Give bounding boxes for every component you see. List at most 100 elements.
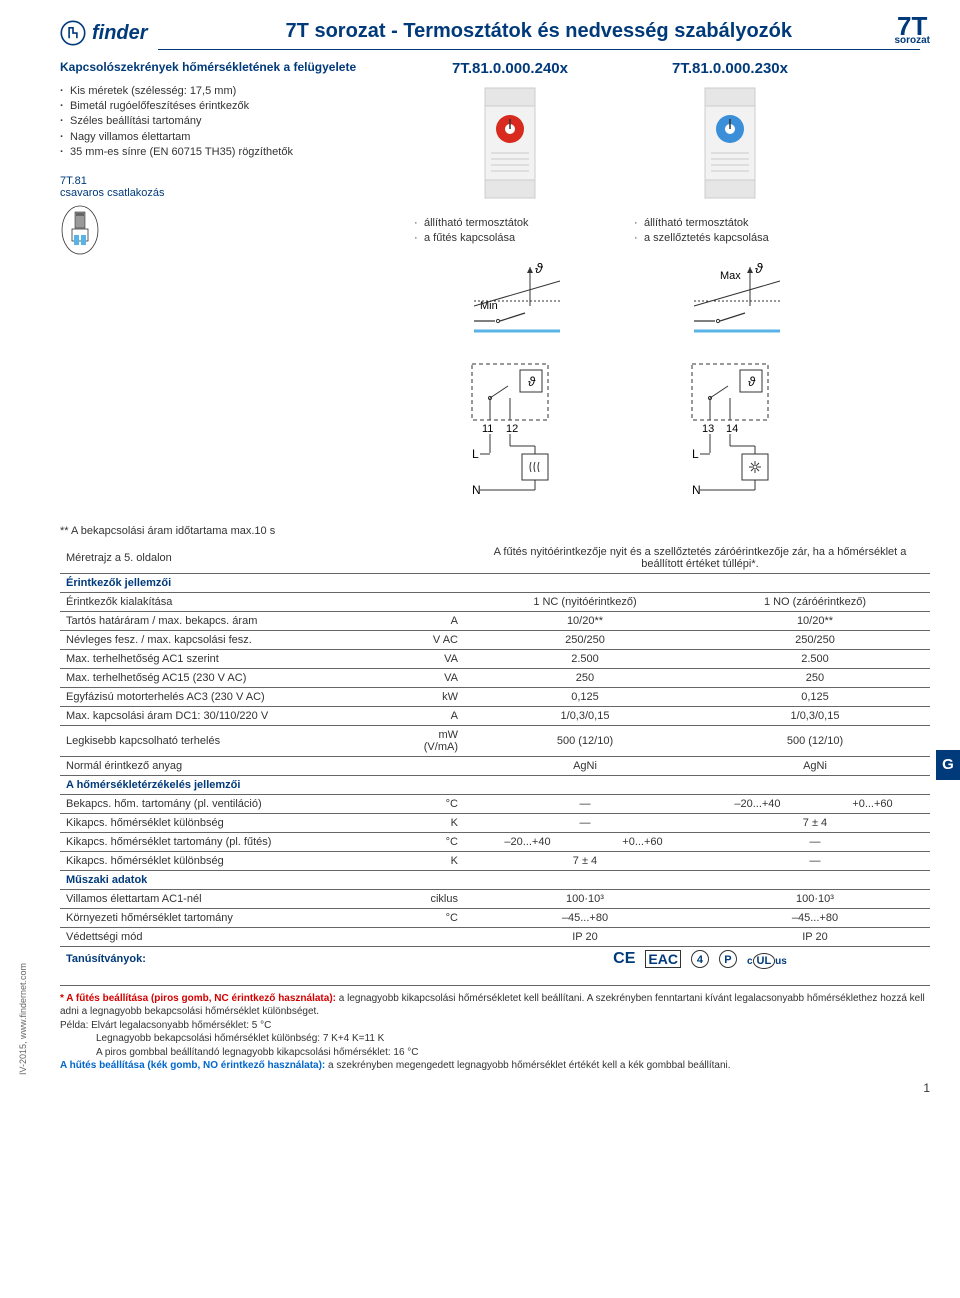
svg-text:ϑ: ϑ — [528, 374, 536, 389]
spec-table: Méretrajz a 5. oldalon A fűtés nyitóérin… — [60, 543, 930, 971]
model-code: 7T.81.0.000.240x — [400, 60, 620, 77]
spec-label: Villamos élettartam AC1-nél — [60, 889, 415, 908]
page-title: 7T sorozat - Termosztátok és nedvesség s… — [158, 20, 920, 50]
spec-value: — — [470, 813, 700, 832]
spec-value: +0...+60 — [815, 794, 930, 813]
bullet-item: Bimetál rugóelőfeszítéses érintkezők — [60, 99, 385, 114]
spec-label: Egyfázisú motorterhelés AC3 (230 V AC) — [60, 687, 415, 706]
spec-unit: °C — [415, 832, 470, 851]
spec-value: –20...+40 — [700, 794, 815, 813]
intro-bullets: Kis méretek (szélesség: 17,5 mm) Bimetál… — [60, 84, 385, 161]
spec-value: 100·10³ — [470, 889, 700, 908]
spec-value: 10/20** — [700, 611, 930, 630]
spec-value: — — [700, 851, 930, 870]
svg-text:ϑ: ϑ — [748, 374, 756, 389]
side-meta: IV-2015, www.findernet.com — [18, 963, 28, 1075]
spec-unit: A — [415, 706, 470, 725]
spec-label: Max. kapcsolási áram DC1: 30/110/220 V — [60, 706, 415, 725]
wiring-schematic: ϑ 11 12 L N — [450, 358, 570, 508]
svg-text:ϑ: ϑ — [755, 261, 764, 276]
spec-label: Normál érintkező anyag — [60, 756, 415, 775]
bullet-item: Széles beállítási tartomány — [60, 114, 385, 129]
series-badge: 7T sorozat — [894, 16, 930, 45]
spec-label: Tartós határáram / max. bekapcs. áram — [60, 611, 415, 630]
spec-unit: ciklus — [415, 889, 470, 908]
cert-mark: P — [719, 950, 737, 968]
spec-value: 7 ± 4 — [700, 813, 930, 832]
spec-unit: V AC — [415, 630, 470, 649]
spec-value: 0,125 — [700, 687, 930, 706]
response-graph: ϑ Min — [450, 261, 570, 341]
brand-logo: finder — [60, 20, 148, 46]
spec-unit: mW (V/mA) — [415, 725, 470, 756]
spec-value: 1 NO (záróérintkező) — [700, 592, 930, 611]
spec-value: 1/0,3/0,15 — [470, 706, 700, 725]
svg-text:L: L — [472, 447, 479, 461]
response-graph: ϑ Max — [670, 261, 790, 341]
spec-label: Névleges fesz. / max. kapcsolási fesz. — [60, 630, 415, 649]
feature-item: a fűtés kapcsolása — [414, 231, 606, 246]
spec-value: AgNi — [470, 756, 700, 775]
spec-value: AgNi — [700, 756, 930, 775]
spec-value: 250/250 — [470, 630, 700, 649]
spec-value: 250 — [700, 668, 930, 687]
spec-value: 250/250 — [700, 630, 930, 649]
spec-value: IP 20 — [470, 927, 700, 946]
model-column: 7T.81.0.000.230x állítható termosztátoka… — [620, 60, 840, 511]
section-contacts: Érintkezők jellemzői — [60, 573, 415, 592]
screw-terminal-icon — [60, 205, 385, 258]
model-column: 7T.81.0.000.240x állítható termosztátoka… — [400, 60, 620, 511]
svg-text:13: 13 — [702, 423, 714, 435]
header-note: A fűtés nyitóérintkezője nyit és a szell… — [470, 543, 930, 574]
section-temp: A hőmérsékletérzékelés jellemzői — [60, 775, 415, 794]
footnote: * A fűtés beállítása (piros gomb, NC éri… — [60, 985, 930, 1073]
spec-unit: VA — [415, 649, 470, 668]
spec-value: 250 — [470, 668, 700, 687]
spec-unit: °C — [415, 908, 470, 927]
spec-label: Környezeti hőmérséklet tartomány — [60, 908, 415, 927]
svg-text:N: N — [692, 483, 701, 497]
bullet-item: Nagy villamos élettartam — [60, 130, 385, 145]
intro-heading: Kapcsolószekrények hőmérsékletének a fel… — [60, 60, 385, 76]
spec-unit: kW — [415, 687, 470, 706]
cert-mark: 4 — [691, 950, 709, 968]
spec-unit: K — [415, 851, 470, 870]
side-tab: G — [936, 750, 960, 780]
cert-mark: EAC — [645, 951, 681, 967]
spec-label: Kikapcs. hőmérséklet különbség — [60, 813, 415, 832]
spec-label: Max. terhelhetőség AC15 (230 V AC) — [60, 668, 415, 687]
section-cert: Tanúsítványok: — [60, 946, 415, 971]
spec-label: Védettségi mód — [60, 927, 415, 946]
spec-label: Legkisebb kapcsolható terhelés — [60, 725, 415, 756]
spec-label: Kikapcs. hőmérséklet tartomány (pl. fűté… — [60, 832, 415, 851]
bullet-item: 35 mm-es sínre (EN 60715 TH35) rögzíthet… — [60, 145, 385, 160]
page-number: 1 — [60, 1081, 930, 1095]
svg-text:L: L — [692, 447, 699, 461]
spec-value: 500 (12/10) — [470, 725, 700, 756]
svg-text:ϑ: ϑ — [535, 261, 544, 276]
spec-value: 1/0,3/0,15 — [700, 706, 930, 725]
model-features: állítható termosztátoka fűtés kapcsolása — [400, 216, 620, 247]
svg-text:11: 11 — [482, 423, 493, 435]
spec-unit — [415, 592, 470, 611]
spec-unit: VA — [415, 668, 470, 687]
feature-item: állítható termosztátok — [414, 216, 606, 231]
spec-value: –45...+80 — [700, 908, 930, 927]
spec-unit — [415, 756, 470, 775]
feature-item: a szellőztetés kapcsolása — [634, 231, 826, 246]
spec-value: 2.500 — [700, 649, 930, 668]
spec-value: –45...+80 — [470, 908, 700, 927]
subtype-label: 7T.81 csavaros csatlakozás — [60, 175, 385, 199]
spec-value: 1 NC (nyitóérintkező) — [470, 592, 700, 611]
spec-label: Érintkezők kialakítása — [60, 592, 415, 611]
model-code: 7T.81.0.000.230x — [620, 60, 840, 77]
brand-text: finder — [92, 22, 148, 45]
model-features: állítható termosztátoka szellőztetés kap… — [620, 216, 840, 247]
spec-value: — — [700, 832, 930, 851]
spec-value: 100·10³ — [700, 889, 930, 908]
spec-unit — [415, 927, 470, 946]
device-image — [695, 83, 765, 203]
svg-text:N: N — [472, 483, 481, 497]
logo-icon — [60, 20, 86, 46]
cert-marks: CEEAC4PcULus — [476, 950, 924, 968]
